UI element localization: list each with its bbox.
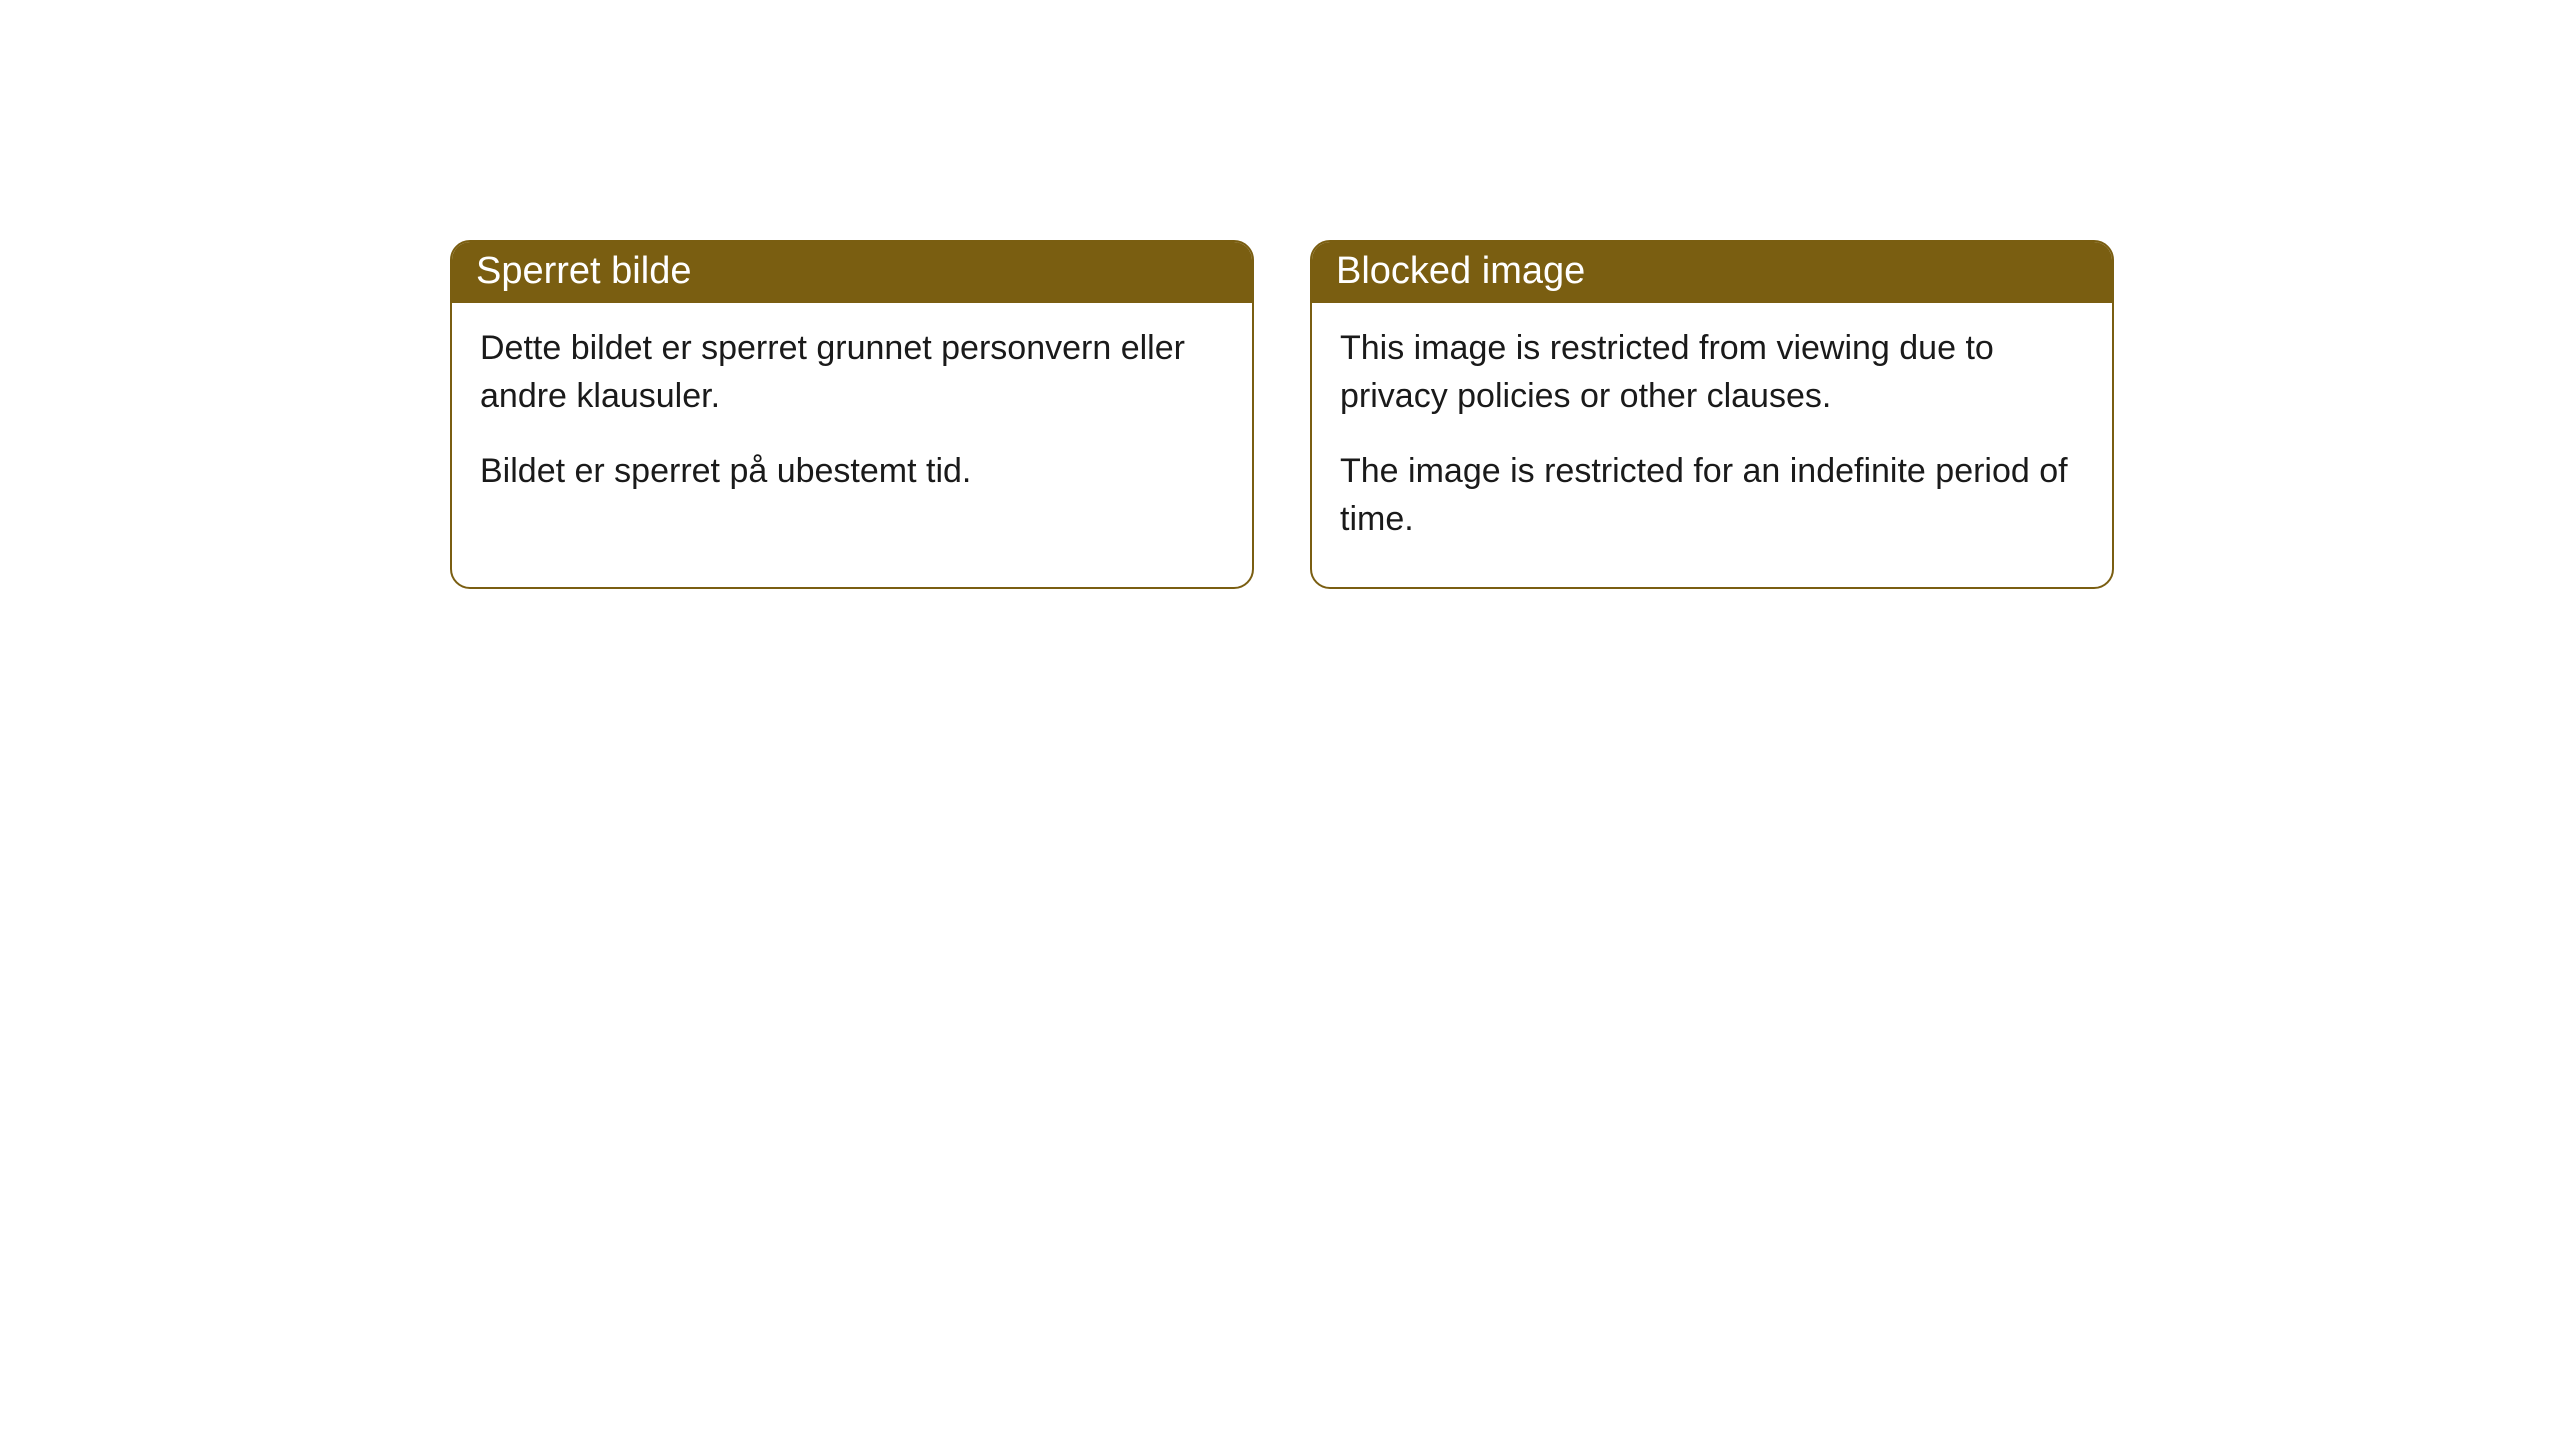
- card-body-no: Dette bildet er sperret grunnet personve…: [452, 303, 1252, 540]
- card-para2-no: Bildet er sperret på ubestemt tid.: [480, 448, 1224, 496]
- blocked-image-card-no: Sperret bilde Dette bildet er sperret gr…: [450, 240, 1254, 589]
- notice-cards-container: Sperret bilde Dette bildet er sperret gr…: [0, 0, 2560, 589]
- card-para2-en: The image is restricted for an indefinit…: [1340, 448, 2084, 543]
- card-para1-en: This image is restricted from viewing du…: [1340, 325, 2084, 420]
- blocked-image-card-en: Blocked image This image is restricted f…: [1310, 240, 2114, 589]
- card-title-en: Blocked image: [1336, 250, 1585, 292]
- card-title-no: Sperret bilde: [476, 250, 691, 292]
- card-para1-no: Dette bildet er sperret grunnet personve…: [480, 325, 1224, 420]
- card-header-en: Blocked image: [1312, 242, 2112, 303]
- card-body-en: This image is restricted from viewing du…: [1312, 303, 2112, 587]
- card-header-no: Sperret bilde: [452, 242, 1252, 303]
